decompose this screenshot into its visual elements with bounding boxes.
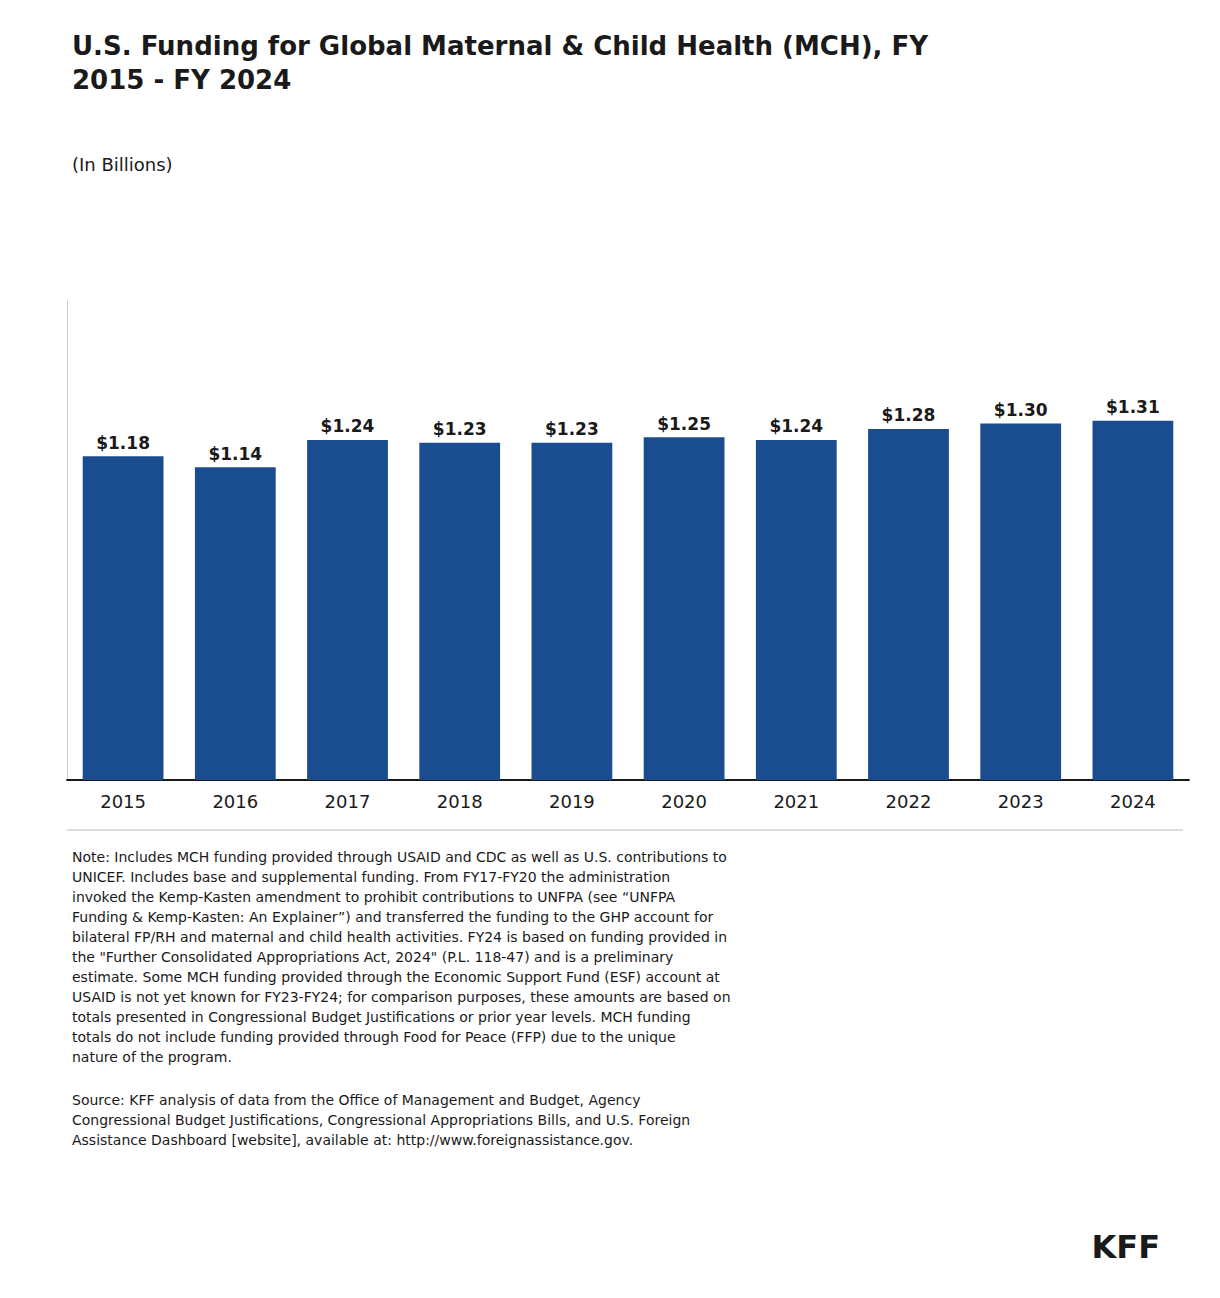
svg-text:2021: 2021 <box>773 791 819 812</box>
svg-text:$1.31: $1.31 <box>1106 397 1160 417</box>
svg-text:Assistance Dashboard [website]: Assistance Dashboard [website], availabl… <box>72 1132 633 1148</box>
svg-text:KFF: KFF <box>1091 1228 1160 1266</box>
svg-text:$1.24: $1.24 <box>769 416 823 436</box>
svg-text:USAID is not yet known for FY2: USAID is not yet known for FY23-FY24; fo… <box>72 989 731 1005</box>
svg-text:2023: 2023 <box>998 791 1044 812</box>
svg-text:2020: 2020 <box>661 791 707 812</box>
svg-text:2022: 2022 <box>886 791 932 812</box>
svg-text:2016: 2016 <box>212 791 258 812</box>
svg-text:invoked the Kemp-Kasten amendm: invoked the Kemp-Kasten amendment to pro… <box>72 889 675 905</box>
svg-text:2019: 2019 <box>549 791 595 812</box>
svg-text:$1.30: $1.30 <box>994 400 1048 420</box>
svg-text:$1.25: $1.25 <box>657 414 711 434</box>
svg-text:$1.23: $1.23 <box>433 419 487 439</box>
svg-text:$1.28: $1.28 <box>882 405 936 425</box>
svg-text:Congressional Budget Justifica: Congressional Budget Justifications, Con… <box>72 1112 690 1128</box>
svg-text:estimate. Some MCH funding pro: estimate. Some MCH funding provided thro… <box>72 969 720 985</box>
svg-text:2015: 2015 <box>100 791 146 812</box>
svg-text:UNICEF. Includes base and supp: UNICEF. Includes base and supplemental f… <box>72 869 670 885</box>
svg-text:2017: 2017 <box>325 791 371 812</box>
svg-text:Source: KFF analysis of data f: Source: KFF analysis of data from the Of… <box>72 1092 640 1108</box>
svg-text:U.S. Funding for Global Matern: U.S. Funding for Global Maternal & Child… <box>72 31 929 61</box>
svg-text:2018: 2018 <box>437 791 483 812</box>
svg-text:$1.23: $1.23 <box>545 419 599 439</box>
svg-text:$1.18: $1.18 <box>96 433 150 453</box>
svg-text:totals presented in Congressio: totals presented in Congressional Budget… <box>72 1009 691 1025</box>
svg-text:bilateral FP/RH and maternal a: bilateral FP/RH and maternal and child h… <box>72 929 727 945</box>
svg-text:totals do not include funding: totals do not include funding provided t… <box>72 1029 676 1045</box>
svg-text:Note: Includes MCH funding pro: Note: Includes MCH funding provided thro… <box>72 849 727 865</box>
svg-text:nature of the program.: nature of the program. <box>72 1049 232 1065</box>
svg-text:2015 - FY 2024: 2015 - FY 2024 <box>72 65 291 95</box>
svg-text:$1.24: $1.24 <box>321 416 375 436</box>
svg-text:(In Billions): (In Billions) <box>72 154 173 175</box>
svg-text:2024: 2024 <box>1110 791 1156 812</box>
svg-text:$1.14: $1.14 <box>208 444 262 464</box>
svg-text:the "Further Consolidated Appr: the "Further Consolidated Appropriations… <box>72 949 673 965</box>
svg-text:Funding & Kemp-Kasten: An Expl: Funding & Kemp-Kasten: An Explainer”) an… <box>72 909 714 925</box>
